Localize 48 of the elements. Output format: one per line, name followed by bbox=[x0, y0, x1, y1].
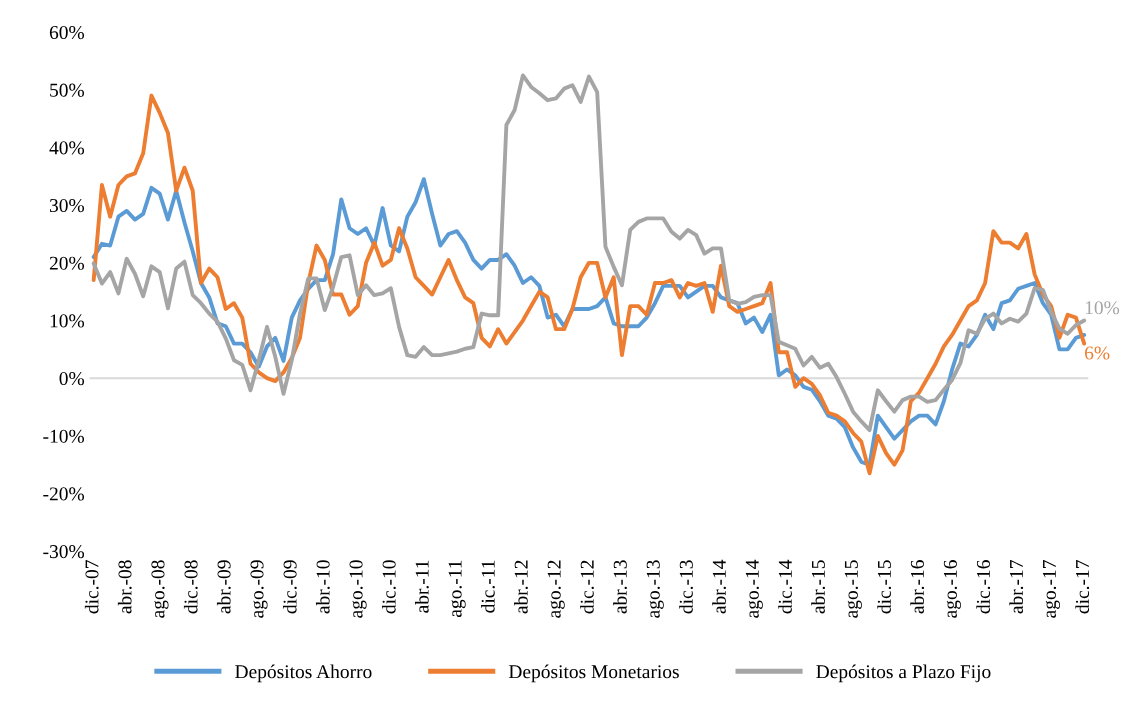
x-tick-label: dic.-17 bbox=[1075, 560, 1090, 614]
x-tick-label: dic.-07 bbox=[84, 560, 99, 614]
x-tick-label: ago.-11 bbox=[448, 560, 466, 617]
x-tick-label: ago.-17 bbox=[1042, 560, 1060, 618]
x-tick-label: ago.-10 bbox=[349, 560, 367, 618]
x-tick-label: dic.-15 bbox=[877, 560, 892, 614]
x-tick-label: dic.-09 bbox=[282, 560, 297, 614]
y-tick-label: 60% bbox=[49, 25, 85, 40]
x-tick-label: dic.-12 bbox=[580, 560, 594, 614]
data-label: 10% bbox=[1085, 301, 1120, 315]
x-tick-label: ago.-16 bbox=[943, 560, 961, 618]
x-tick-label: abr.-10 bbox=[315, 560, 330, 614]
line-series bbox=[91, 93, 1087, 476]
x-tick-label: abr.-15 bbox=[811, 560, 825, 614]
y-tick-label: 50% bbox=[50, 83, 85, 97]
x-tick-label: abr.-12 bbox=[514, 560, 528, 614]
x-tick-label: dic.-13 bbox=[679, 560, 693, 614]
x-tick-label: abr.-13 bbox=[613, 560, 627, 614]
y-tick-label: -20% bbox=[43, 487, 85, 501]
line-series bbox=[91, 73, 1087, 433]
y-tick-label: 40% bbox=[49, 141, 85, 155]
x-tick-label: ago.-14 bbox=[745, 559, 763, 618]
y-tick-label: 30% bbox=[49, 198, 85, 213]
x-tick-label: dic.-10 bbox=[382, 560, 396, 614]
x-tick-label: ago.-13 bbox=[646, 560, 664, 618]
x-tick-label: abr.-09 bbox=[216, 560, 231, 614]
x-tick-label: dic.-11 bbox=[481, 560, 495, 613]
x-tick-label: abr.-11 bbox=[415, 560, 429, 613]
x-tick-label: ago.-09 bbox=[250, 560, 268, 618]
data-label: 6% bbox=[1085, 346, 1110, 360]
x-tick-label: dic.-14 bbox=[778, 559, 792, 614]
legend-label: Depósitos Monetarios bbox=[508, 664, 679, 683]
legend-label: Depósitos a Plazo Fijo bbox=[816, 664, 991, 683]
x-tick-label: ago.-08 bbox=[151, 560, 169, 618]
x-tick-label: abr.-16 bbox=[910, 560, 925, 614]
legend-label: Depósitos Ahorro bbox=[235, 664, 372, 683]
y-tick-label: 0% bbox=[59, 372, 85, 386]
x-tick-label: dic.-08 bbox=[183, 560, 198, 614]
y-tick-label: 10% bbox=[50, 314, 85, 328]
x-tick-label: abr.-17 bbox=[1009, 560, 1024, 614]
x-tick-label: abr.-08 bbox=[117, 560, 132, 614]
x-tick-label: ago.-15 bbox=[844, 560, 862, 618]
y-tick-label: -30% bbox=[43, 545, 85, 559]
x-tick-label: ago.-12 bbox=[547, 560, 565, 618]
x-tick-label: dic.-16 bbox=[976, 560, 991, 614]
y-tick-label: 20% bbox=[49, 256, 85, 270]
y-tick-label: -10% bbox=[43, 429, 85, 443]
x-tick-label: abr.-14 bbox=[712, 559, 726, 614]
